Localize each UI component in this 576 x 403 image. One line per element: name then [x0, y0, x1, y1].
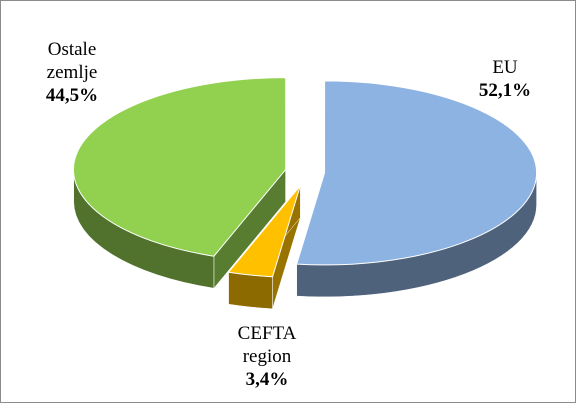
category-label: Ostale zemlje [46, 39, 98, 83]
value-label: 52,1% [478, 80, 532, 101]
slice [296, 80, 538, 266]
value-label: 3,4% [245, 369, 289, 390]
slice-label: EU 52,1% [475, 56, 535, 102]
value-label: 44,5% [45, 85, 99, 106]
slice-label: Ostale zemlje 44,5% [32, 38, 112, 107]
category-label: CEFTA region [237, 323, 297, 367]
slice-label: CEFTA region 3,4% [227, 322, 307, 391]
category-label: EU [492, 57, 518, 78]
slice [73, 77, 287, 257]
slice [227, 185, 301, 278]
slice-outer-side [228, 271, 273, 310]
